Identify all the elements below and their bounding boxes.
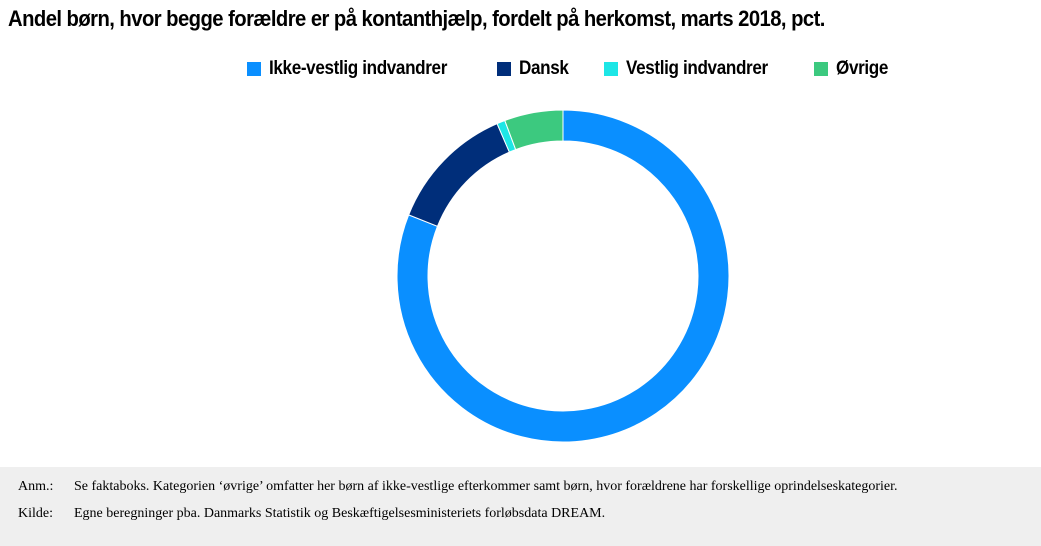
- legend-item-dansk: Dansk: [497, 58, 574, 80]
- legend-swatch: [497, 62, 512, 76]
- donut-slice-dansk: [408, 122, 511, 227]
- note-anm-label: Anm.:: [18, 479, 54, 494]
- legend-label: Vestlig indvandrer: [626, 58, 769, 79]
- legend-label: Ikke-vestlig indvandrer: [269, 58, 448, 79]
- donut-chart: [396, 109, 730, 443]
- chart-legend: Ikke-vestlig indvandrer Dansk Vestlig in…: [0, 58, 1041, 80]
- legend-label: Dansk: [519, 58, 569, 79]
- note-anm: Anm.: Se faktaboks. Kategorien ‘øvrige’ o…: [18, 479, 898, 495]
- note-kilde: Kilde: Egne beregninger pba. Danmarks Sta…: [18, 506, 605, 522]
- legend-item-ikke-vestlig: Ikke-vestlig indvandrer: [247, 58, 467, 80]
- note-kilde-text: Egne beregninger pba. Danmarks Statistik…: [74, 506, 606, 521]
- note-kilde-label: Kilde:: [18, 506, 53, 521]
- legend-label: Øvrige: [835, 58, 888, 79]
- legend-swatch: [813, 62, 828, 76]
- legend-swatch: [247, 62, 262, 76]
- note-anm-text: Se faktaboks. Kategorien ‘øvrige’ omfatt…: [74, 479, 898, 494]
- notes-panel: Anm.: Se faktaboks. Kategorien ‘øvrige’ o…: [0, 467, 1041, 546]
- legend-item-oevrige: Øvrige: [813, 58, 894, 80]
- legend-swatch: [604, 62, 619, 76]
- chart-title: Andel børn, hvor begge forældre er på ko…: [8, 6, 825, 31]
- donut-slice-øvrige: [504, 109, 564, 151]
- donut-slice-ikke-vestlig-indvandrer: [396, 109, 730, 443]
- legend-item-vestlig: Vestlig indvandrer: [604, 58, 784, 80]
